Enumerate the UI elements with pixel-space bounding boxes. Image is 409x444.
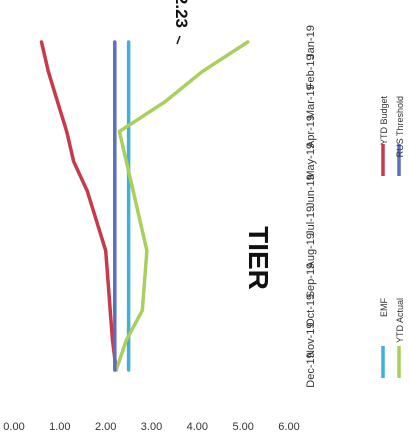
y-axis: 0.00 1.00 2.00 3.00 4.00 5.00 6.00 (3, 421, 299, 433)
series-line-ytd-actual (114, 40, 250, 372)
y-tick-label: 5.00 (232, 421, 253, 433)
x-tick-label: Jun-19 (305, 174, 317, 208)
y-tick-label: 3.00 (141, 421, 162, 433)
legend-label: RUS Threshold (395, 96, 405, 157)
y-tick-label: 2.00 (95, 421, 116, 433)
x-tick-label: Jan-19 (305, 25, 317, 59)
x-tick-label: Sep-19 (305, 263, 317, 298)
legend-item: RUS Threshold (395, 96, 405, 176)
annotation-label: 2.23 (172, 0, 191, 28)
annotation: 2.23 (172, 0, 191, 45)
y-tick-label: 6.00 (278, 421, 299, 433)
legend: EMF YTD Budget YTD Actual RUS Threshold (379, 96, 405, 378)
legend-item: YTD Actual (395, 298, 405, 378)
annotation-leader (176, 35, 181, 45)
chart-title: TIER (243, 226, 274, 290)
legend-item: YTD Budget (379, 96, 389, 176)
series-line-ytd-budget (39, 40, 118, 372)
y-tick-label: 1.00 (49, 421, 70, 433)
x-tick-label: Feb-19 (305, 54, 317, 89)
x-axis: Jan-19Feb-19Mar-19Apr-19May-19Jun-19Jul-… (305, 25, 317, 388)
x-tick-label: May-19 (305, 143, 317, 180)
legend-label: YTD Budget (379, 96, 389, 146)
x-tick-label: Jul-19 (305, 206, 317, 236)
y-tick-label: 0.00 (3, 421, 24, 433)
x-tick-label: Mar-19 (305, 84, 317, 119)
x-tick-label: Apr-19 (305, 115, 317, 148)
x-tick-label: Aug-19 (305, 233, 317, 268)
plot-area (39, 40, 250, 372)
x-tick-label: Oct-19 (305, 294, 317, 327)
legend-label: YTD Actual (395, 298, 405, 343)
x-tick-label: Dec-19 (305, 352, 317, 387)
legend-label: EMF (379, 298, 389, 318)
x-tick-label: Nov-19 (305, 322, 317, 357)
legend-item: EMF (379, 298, 389, 378)
y-tick-label: 4.00 (187, 421, 208, 433)
